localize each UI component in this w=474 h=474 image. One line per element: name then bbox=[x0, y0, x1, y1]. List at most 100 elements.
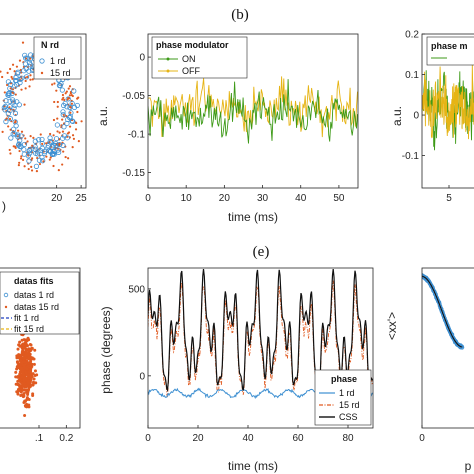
legend-title-c: phase m bbox=[431, 41, 468, 51]
point-15rd bbox=[17, 164, 20, 167]
point-15rd bbox=[61, 130, 65, 133]
point-15rd bbox=[57, 169, 60, 172]
point-15rd bbox=[51, 83, 54, 86]
point-15rd bbox=[20, 88, 23, 91]
point-1rd bbox=[54, 122, 60, 128]
point-15rd bbox=[28, 85, 31, 88]
point-1rd bbox=[59, 87, 65, 93]
point-1rd bbox=[64, 104, 70, 110]
xtick-label-e: 0 bbox=[145, 433, 151, 444]
point-15rd bbox=[13, 70, 16, 73]
point-1rd bbox=[26, 59, 33, 66]
point-15rd bbox=[17, 129, 20, 132]
point-1rd bbox=[12, 110, 19, 116]
legend-entry-1rd: 1 rd bbox=[339, 388, 355, 398]
point-15rd bbox=[53, 100, 56, 104]
point-1rd bbox=[15, 132, 21, 138]
point-1rd bbox=[3, 98, 9, 104]
point-15rd bbox=[55, 89, 58, 92]
point-datas-15rd bbox=[25, 367, 29, 371]
point-15rd bbox=[7, 125, 10, 128]
point-1rd bbox=[21, 146, 27, 153]
point-datas-15rd bbox=[18, 353, 22, 357]
point-1rd bbox=[69, 100, 75, 107]
point-1rd bbox=[18, 133, 24, 139]
ytick-label-b: -0.15 bbox=[122, 168, 145, 179]
point-datas-15rd bbox=[26, 389, 30, 393]
point-datas-15rd bbox=[19, 361, 23, 365]
point-1rd bbox=[26, 158, 32, 164]
legend-entry-1rd: 1 rd bbox=[50, 56, 66, 66]
point-1rd bbox=[21, 141, 28, 148]
plot-area-b bbox=[148, 76, 358, 144]
ytick-label-b: 0 bbox=[139, 53, 145, 64]
point-1rd bbox=[60, 109, 66, 115]
xtick-label-b: 20 bbox=[219, 193, 231, 204]
point-1rd bbox=[53, 142, 59, 149]
point-datas-15rd bbox=[29, 378, 33, 382]
point-15rd bbox=[58, 131, 61, 134]
point-15rd bbox=[9, 67, 12, 71]
legend-title-e: phase bbox=[331, 374, 357, 384]
point-1rd bbox=[13, 123, 19, 129]
plot-area-c bbox=[422, 63, 474, 151]
point-1rd bbox=[33, 150, 39, 156]
point-15rd bbox=[18, 161, 21, 164]
point-datas-15rd bbox=[31, 383, 35, 387]
point-15rd bbox=[71, 146, 74, 149]
point-15rd bbox=[41, 142, 44, 145]
legend-title-b: phase modulator bbox=[156, 40, 229, 50]
point-datas-15rd bbox=[21, 348, 25, 352]
point-15rd bbox=[49, 132, 52, 136]
point-1rd bbox=[7, 107, 13, 114]
point-datas-15rd bbox=[16, 390, 20, 394]
legend-marker-datas-1rd bbox=[3, 292, 9, 298]
point-1rd bbox=[40, 158, 46, 164]
point-15rd bbox=[19, 157, 23, 160]
point-datas-15rd bbox=[18, 340, 22, 344]
point-1rd bbox=[61, 124, 67, 130]
panel-letter-b: (b) bbox=[231, 7, 249, 23]
point-15rd bbox=[65, 114, 68, 118]
point-1rd bbox=[14, 99, 20, 105]
point-1rd bbox=[32, 138, 38, 144]
point-15rd bbox=[24, 79, 27, 83]
series-line-fit-f bbox=[422, 275, 463, 348]
point-1rd bbox=[48, 148, 54, 154]
point-15rd bbox=[26, 75, 29, 79]
point-15rd bbox=[72, 137, 75, 140]
point-15rd bbox=[22, 61, 25, 64]
point-datas-15rd bbox=[27, 376, 31, 380]
point-15rd bbox=[77, 140, 80, 143]
point-15rd bbox=[68, 94, 72, 97]
point-datas-15rd bbox=[22, 400, 26, 404]
xtick-label-b: 0 bbox=[145, 193, 151, 204]
xtick-label-b: 10 bbox=[181, 193, 193, 204]
legend-entry-fit-1rd: fit 1 rd bbox=[14, 313, 39, 323]
plot-area-d bbox=[14, 323, 39, 417]
point-15rd bbox=[56, 105, 59, 108]
ytick-label-c: 0 bbox=[413, 111, 419, 122]
point-15rd bbox=[70, 94, 73, 97]
point-datas-15rd bbox=[14, 375, 18, 379]
point-15rd bbox=[56, 117, 59, 120]
point-1rd bbox=[53, 136, 60, 142]
point-15rd bbox=[30, 169, 34, 172]
ytick-label-e: 500 bbox=[128, 284, 145, 295]
point-15rd bbox=[52, 164, 55, 168]
point-15rd bbox=[11, 63, 15, 66]
point-datas-15rd bbox=[23, 388, 27, 392]
legend-marker-1rd bbox=[39, 58, 45, 64]
point-datas-15rd bbox=[32, 362, 36, 366]
xtick-label-b: 30 bbox=[257, 193, 269, 204]
xtick-label-b: 50 bbox=[333, 193, 345, 204]
point-15rd bbox=[18, 149, 21, 153]
point-15rd bbox=[23, 103, 26, 106]
xtick-label-e: 60 bbox=[292, 433, 304, 444]
ytick-label-c: 0.1 bbox=[405, 70, 419, 81]
point-1rd bbox=[15, 134, 21, 140]
point-15rd bbox=[52, 118, 56, 122]
series-line-c-1 bbox=[422, 63, 474, 140]
point-15rd bbox=[8, 148, 11, 152]
